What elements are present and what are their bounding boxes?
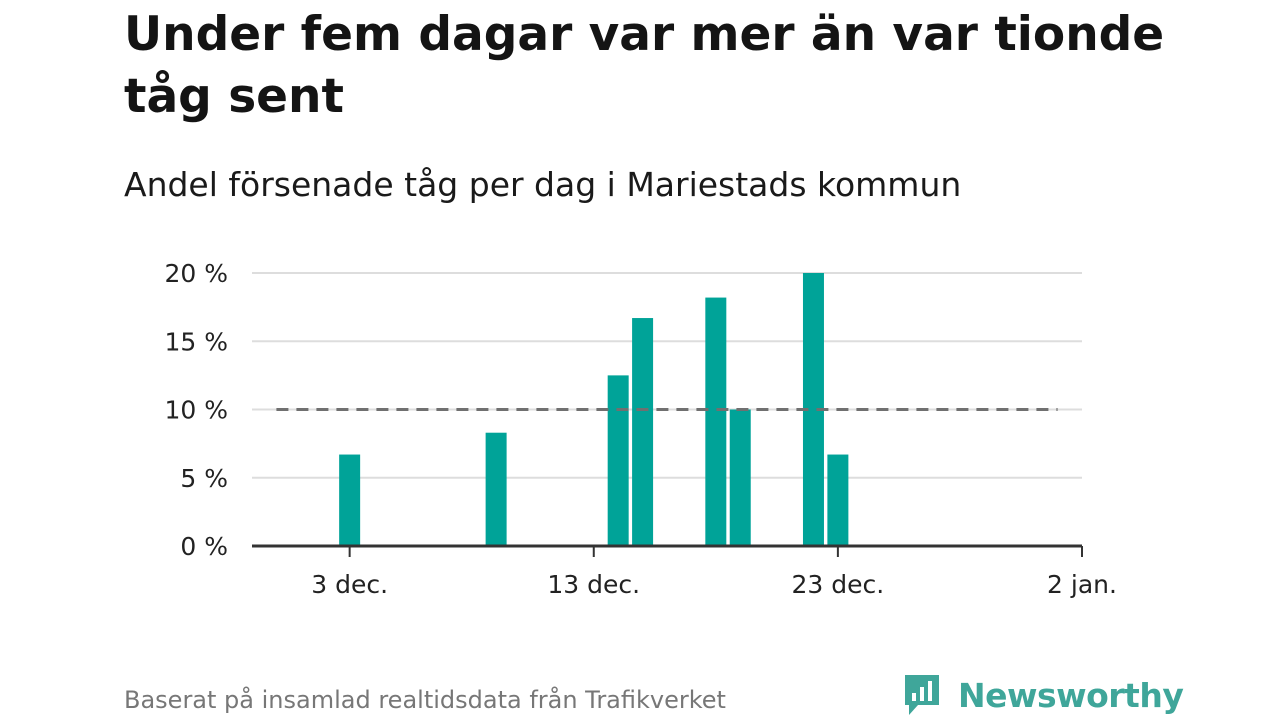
bar bbox=[705, 297, 727, 546]
y-tick-label: 5 % bbox=[180, 464, 228, 493]
bars bbox=[339, 273, 849, 546]
x-tick-label: 3 dec. bbox=[311, 570, 388, 599]
x-axis-labels: 3 dec. 13 dec. 23 dec. 2 jan. bbox=[311, 570, 1117, 599]
brand-name: Newsworthy bbox=[958, 675, 1184, 715]
source-note: Baserat på insamlad realtidsdata från Tr… bbox=[124, 686, 726, 714]
bar-chart: 0 % 5 % 10 % 15 % 20 % 3 dec. 13 dec. 23 dec. 2… bbox=[164, 259, 1117, 599]
y-tick-label: 15 % bbox=[164, 327, 228, 356]
bar bbox=[485, 432, 507, 546]
y-tick-label: 10 % bbox=[164, 396, 228, 425]
x-tick-label: 2 jan. bbox=[1047, 570, 1117, 599]
bar bbox=[607, 375, 629, 546]
y-tick-label: 0 % bbox=[180, 532, 228, 561]
x-axis bbox=[252, 544, 1083, 557]
bar bbox=[632, 318, 654, 546]
bar bbox=[827, 454, 849, 546]
grid-lines bbox=[252, 272, 1082, 479]
brand-logo: Newsworthy bbox=[902, 670, 1184, 720]
bar bbox=[729, 409, 751, 546]
x-tick-label: 13 dec. bbox=[547, 570, 640, 599]
bar bbox=[339, 454, 361, 546]
y-axis-labels: 0 % 5 % 10 % 15 % 20 % bbox=[164, 259, 228, 561]
bar bbox=[802, 273, 824, 546]
chart-subtitle: Andel försenade tåg per dag i Mariestads… bbox=[124, 165, 962, 204]
y-tick-label: 20 % bbox=[164, 259, 228, 288]
chart-title: Under fem dagar var mer än var tionde tå… bbox=[124, 7, 1165, 124]
x-tick-label: 23 dec. bbox=[792, 570, 885, 599]
newsworthy-logo-icon bbox=[905, 675, 939, 715]
